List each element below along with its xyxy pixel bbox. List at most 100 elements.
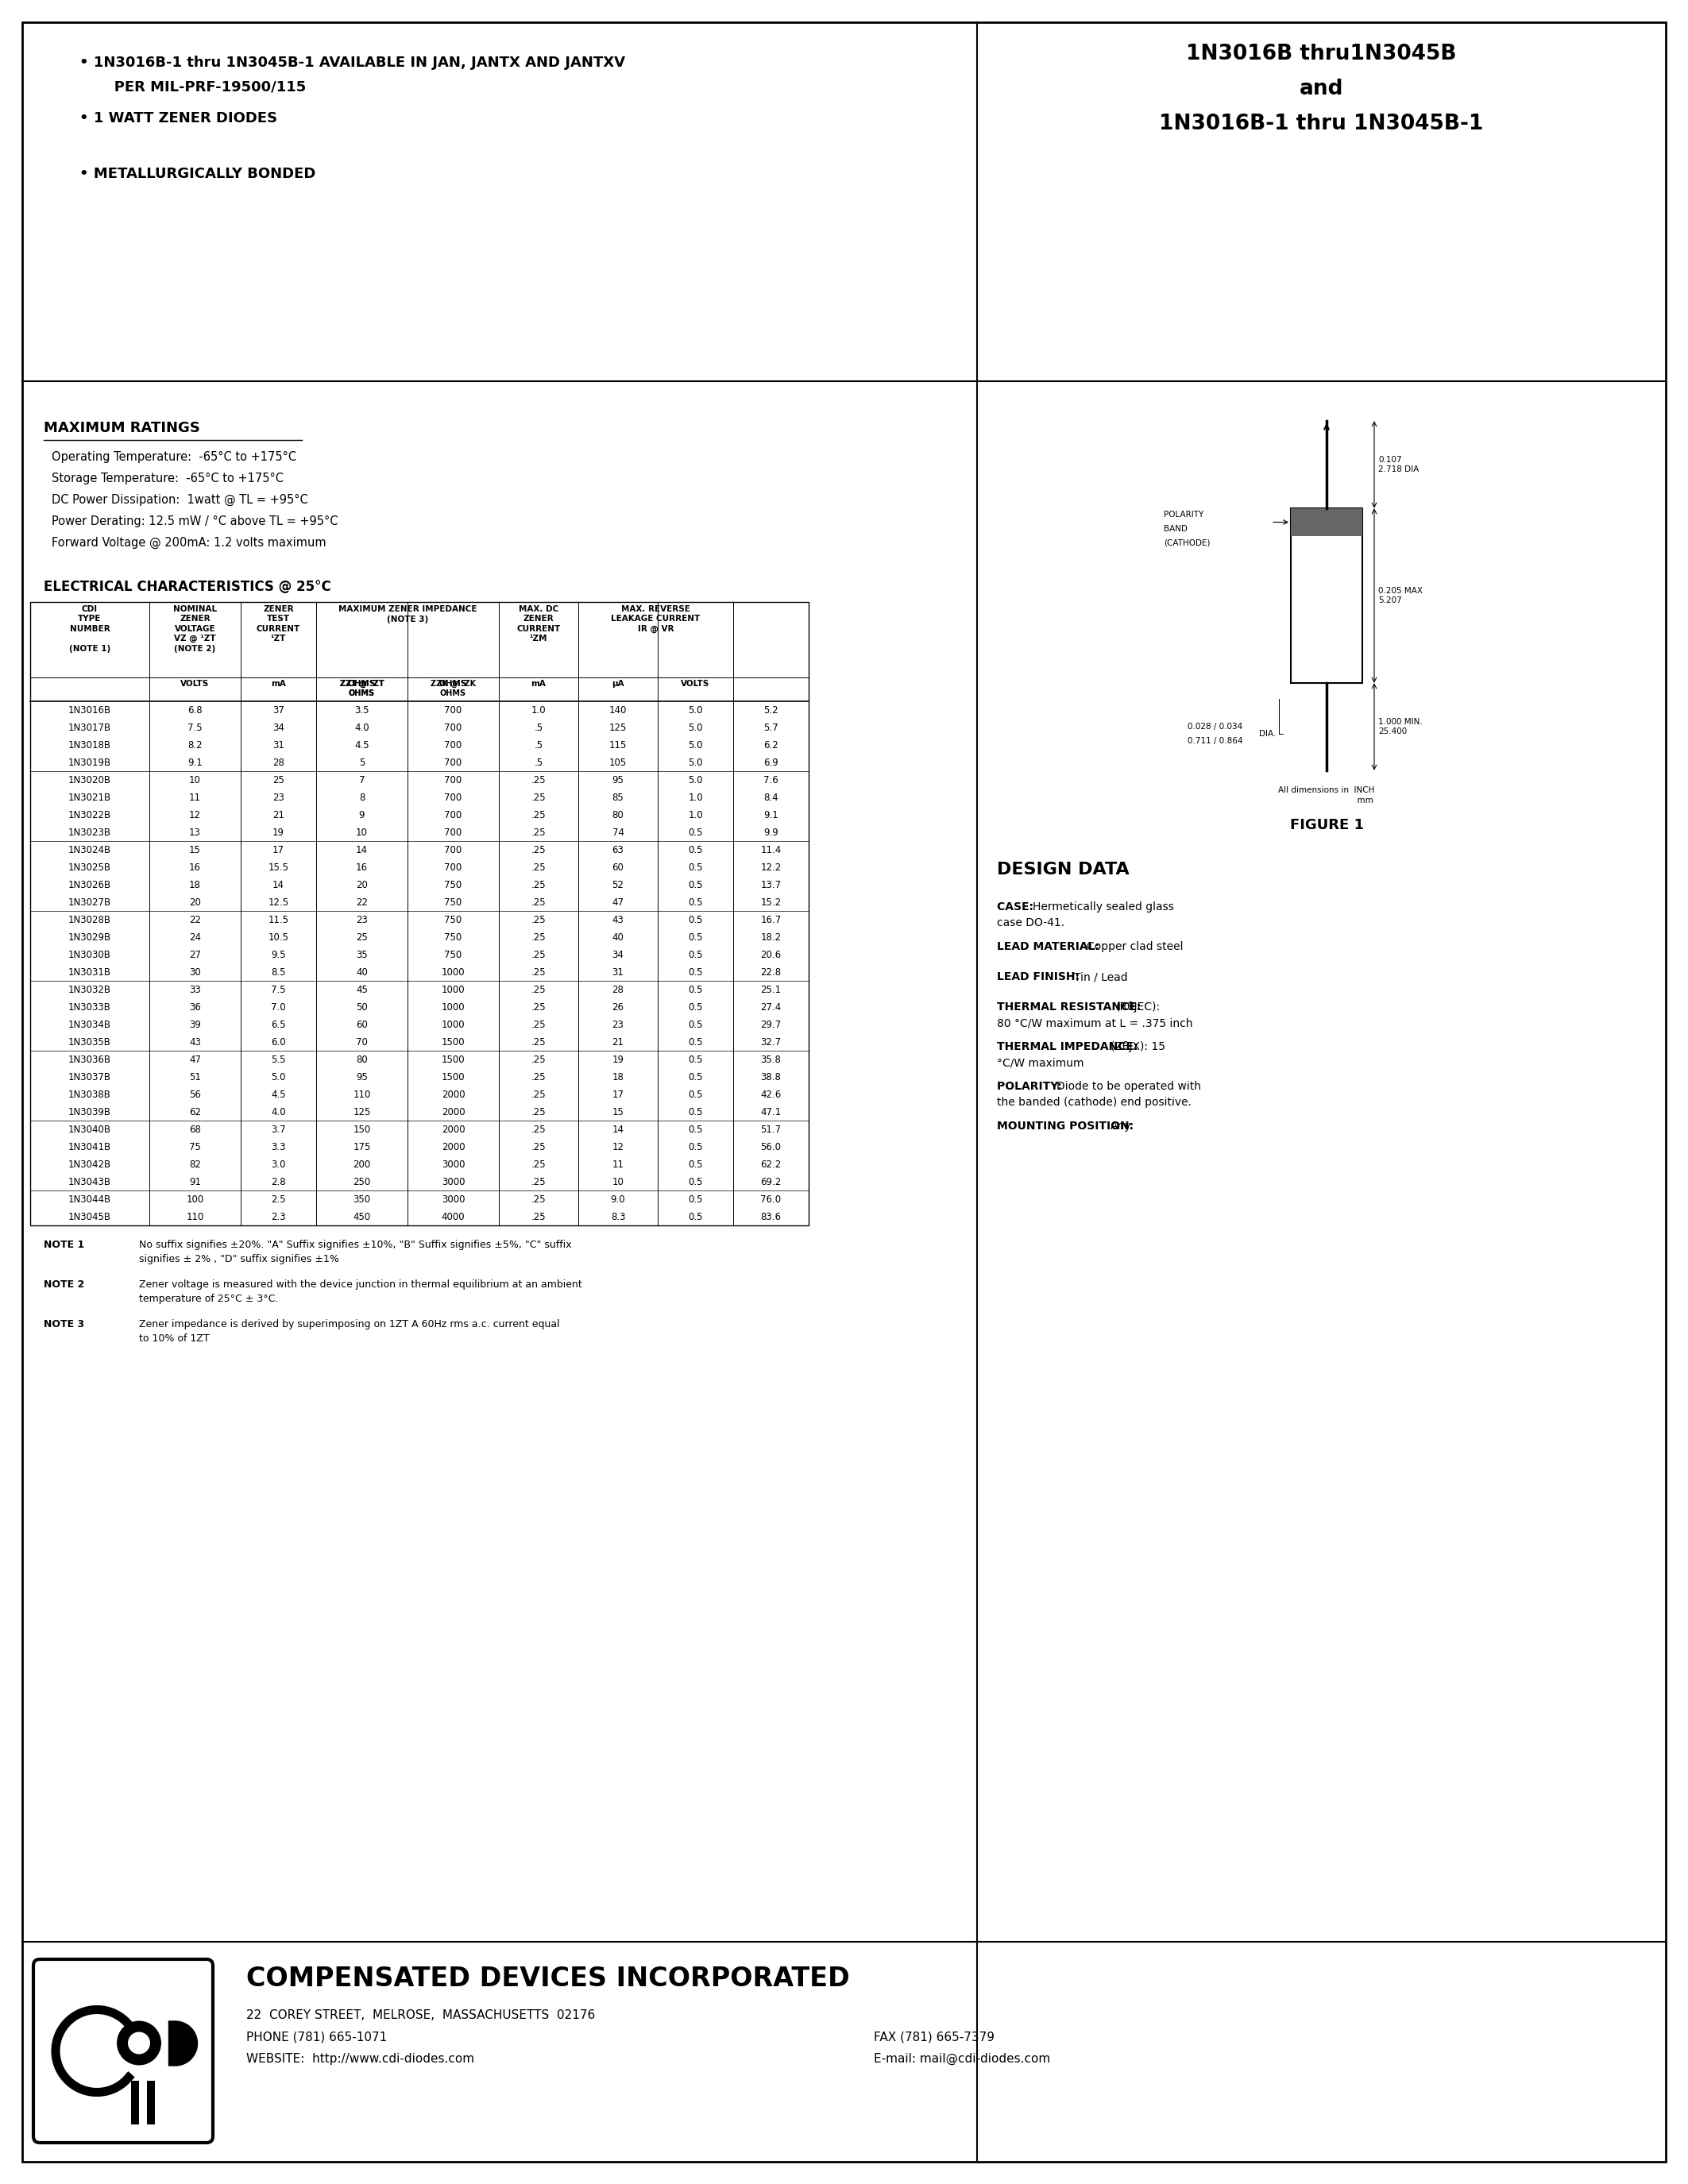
Text: 10: 10 xyxy=(613,1177,625,1186)
Text: THERMAL IMPEDANCE:: THERMAL IMPEDANCE: xyxy=(998,1042,1141,1053)
Text: 22: 22 xyxy=(356,898,368,906)
Text: 350: 350 xyxy=(353,1195,371,1203)
Text: All dimensions in  INCH
                              mm: All dimensions in INCH mm xyxy=(1278,786,1374,804)
Text: 1N3034B: 1N3034B xyxy=(68,1020,111,1029)
Text: POLARITY: POLARITY xyxy=(1163,511,1204,518)
Text: 0.5: 0.5 xyxy=(689,915,702,924)
Text: 0.711 / 0.864: 0.711 / 0.864 xyxy=(1188,736,1242,745)
Text: 5.2: 5.2 xyxy=(763,705,778,714)
Text: 12: 12 xyxy=(613,1142,625,1151)
Text: 9.9: 9.9 xyxy=(763,828,778,836)
Text: signifies ± 2% , "D" suffix signifies ±1%: signifies ± 2% , "D" suffix signifies ±1… xyxy=(138,1254,339,1265)
Text: 5.0: 5.0 xyxy=(689,775,702,784)
Text: NOTE 2: NOTE 2 xyxy=(44,1280,84,1291)
Text: 3000: 3000 xyxy=(442,1195,464,1203)
Text: 17: 17 xyxy=(272,845,284,854)
Text: 1N3030B: 1N3030B xyxy=(68,950,111,959)
Text: 22  COREY STREET,  MELROSE,  MASSACHUSETTS  02176: 22 COREY STREET, MELROSE, MASSACHUSETTS … xyxy=(246,2009,596,2020)
Text: 9.0: 9.0 xyxy=(611,1195,625,1203)
Text: 0.5: 0.5 xyxy=(689,950,702,959)
Text: 8.5: 8.5 xyxy=(272,968,285,976)
Text: 700: 700 xyxy=(444,758,463,767)
Text: 200: 200 xyxy=(353,1160,371,1168)
Text: 11: 11 xyxy=(613,1160,625,1168)
Text: .25: .25 xyxy=(532,828,545,836)
Text: 45: 45 xyxy=(356,985,368,994)
Text: 51: 51 xyxy=(189,1072,201,1081)
Text: 20: 20 xyxy=(356,880,368,889)
Text: 5.0: 5.0 xyxy=(689,723,702,732)
Text: 700: 700 xyxy=(444,828,463,836)
Text: Zener impedance is derived by superimposing on 1ZT A 60Hz rms a.c. current equal: Zener impedance is derived by superimpos… xyxy=(138,1319,560,1330)
Text: CASE:: CASE: xyxy=(998,902,1038,913)
Text: .25: .25 xyxy=(532,810,545,819)
Text: 32.7: 32.7 xyxy=(761,1037,782,1046)
Text: .25: .25 xyxy=(532,1160,545,1168)
Text: 100: 100 xyxy=(186,1195,204,1203)
Bar xyxy=(132,2081,138,2125)
Text: 76.0: 76.0 xyxy=(761,1195,782,1203)
Text: 5.0: 5.0 xyxy=(689,705,702,714)
Text: 91: 91 xyxy=(189,1177,201,1186)
Text: 80: 80 xyxy=(613,810,625,819)
Text: to 10% of 1ZT: to 10% of 1ZT xyxy=(138,1334,209,1343)
Text: 40: 40 xyxy=(356,968,368,976)
Text: DC Power Dissipation:  1watt @ TL = +95°C: DC Power Dissipation: 1watt @ TL = +95°C xyxy=(52,494,307,507)
Text: 6.9: 6.9 xyxy=(763,758,778,767)
Text: 1N3036B: 1N3036B xyxy=(68,1055,111,1064)
Text: 1N3026B: 1N3026B xyxy=(68,880,111,889)
Text: 40: 40 xyxy=(613,933,625,941)
Text: 1N3045B: 1N3045B xyxy=(68,1212,111,1221)
Text: FAX (781) 665-7379: FAX (781) 665-7379 xyxy=(874,2031,994,2042)
Text: 1N3043B: 1N3043B xyxy=(68,1177,111,1186)
Text: 50: 50 xyxy=(356,1002,368,1011)
Text: 43: 43 xyxy=(613,915,625,924)
Text: 1.000 MIN.
25.400: 1.000 MIN. 25.400 xyxy=(1377,719,1423,736)
Text: CDI
TYPE
NUMBER

(NOTE 1): CDI TYPE NUMBER (NOTE 1) xyxy=(69,605,110,653)
Text: .5: .5 xyxy=(533,758,544,767)
Text: 17: 17 xyxy=(613,1090,625,1099)
Text: 8.3: 8.3 xyxy=(611,1212,625,1221)
Text: 700: 700 xyxy=(444,740,463,749)
Text: 15: 15 xyxy=(613,1107,625,1116)
Text: 1N3023B: 1N3023B xyxy=(68,828,111,836)
Text: 250: 250 xyxy=(353,1177,371,1186)
Text: .25: .25 xyxy=(532,968,545,976)
Text: 52: 52 xyxy=(613,880,625,889)
Text: 5.0: 5.0 xyxy=(689,740,702,749)
Text: 23: 23 xyxy=(356,915,368,924)
Text: .25: .25 xyxy=(532,915,545,924)
Text: 37: 37 xyxy=(272,705,284,714)
Text: THERMAL RESISTANCE:: THERMAL RESISTANCE: xyxy=(998,1002,1144,1013)
Text: 2000: 2000 xyxy=(442,1090,464,1099)
Text: 700: 700 xyxy=(444,723,463,732)
Text: 0.5: 0.5 xyxy=(689,1142,702,1151)
Text: Hermetically sealed glass: Hermetically sealed glass xyxy=(1033,902,1173,913)
Text: .5: .5 xyxy=(533,723,544,732)
Text: 1N3029B: 1N3029B xyxy=(68,933,111,941)
Text: PER MIL-PRF-19500/115: PER MIL-PRF-19500/115 xyxy=(100,79,306,94)
Text: 0.5: 0.5 xyxy=(689,1125,702,1133)
Text: 0.5: 0.5 xyxy=(689,845,702,854)
Text: 14: 14 xyxy=(613,1125,625,1133)
Text: 1N3031B: 1N3031B xyxy=(68,968,111,976)
Text: 2.3: 2.3 xyxy=(272,1212,285,1221)
Text: LEAD FINISH:: LEAD FINISH: xyxy=(998,972,1084,983)
Text: 1N3028B: 1N3028B xyxy=(68,915,111,924)
Text: 1.0: 1.0 xyxy=(689,793,702,802)
Text: 16: 16 xyxy=(356,863,368,871)
Text: 8: 8 xyxy=(360,793,365,802)
Text: 31: 31 xyxy=(272,740,284,749)
Text: .25: .25 xyxy=(532,1055,545,1064)
Text: Storage Temperature:  -65°C to +175°C: Storage Temperature: -65°C to +175°C xyxy=(52,472,284,485)
Text: 80: 80 xyxy=(356,1055,368,1064)
Text: 1N3039B: 1N3039B xyxy=(68,1107,111,1116)
Bar xyxy=(30,603,809,1225)
Text: .25: .25 xyxy=(532,898,545,906)
Text: 5.5: 5.5 xyxy=(272,1055,285,1064)
Text: FIGURE 1: FIGURE 1 xyxy=(1290,819,1364,832)
Text: 10.5: 10.5 xyxy=(268,933,289,941)
Text: 30: 30 xyxy=(189,968,201,976)
Text: .25: .25 xyxy=(532,950,545,959)
Text: 27.4: 27.4 xyxy=(761,1002,782,1011)
